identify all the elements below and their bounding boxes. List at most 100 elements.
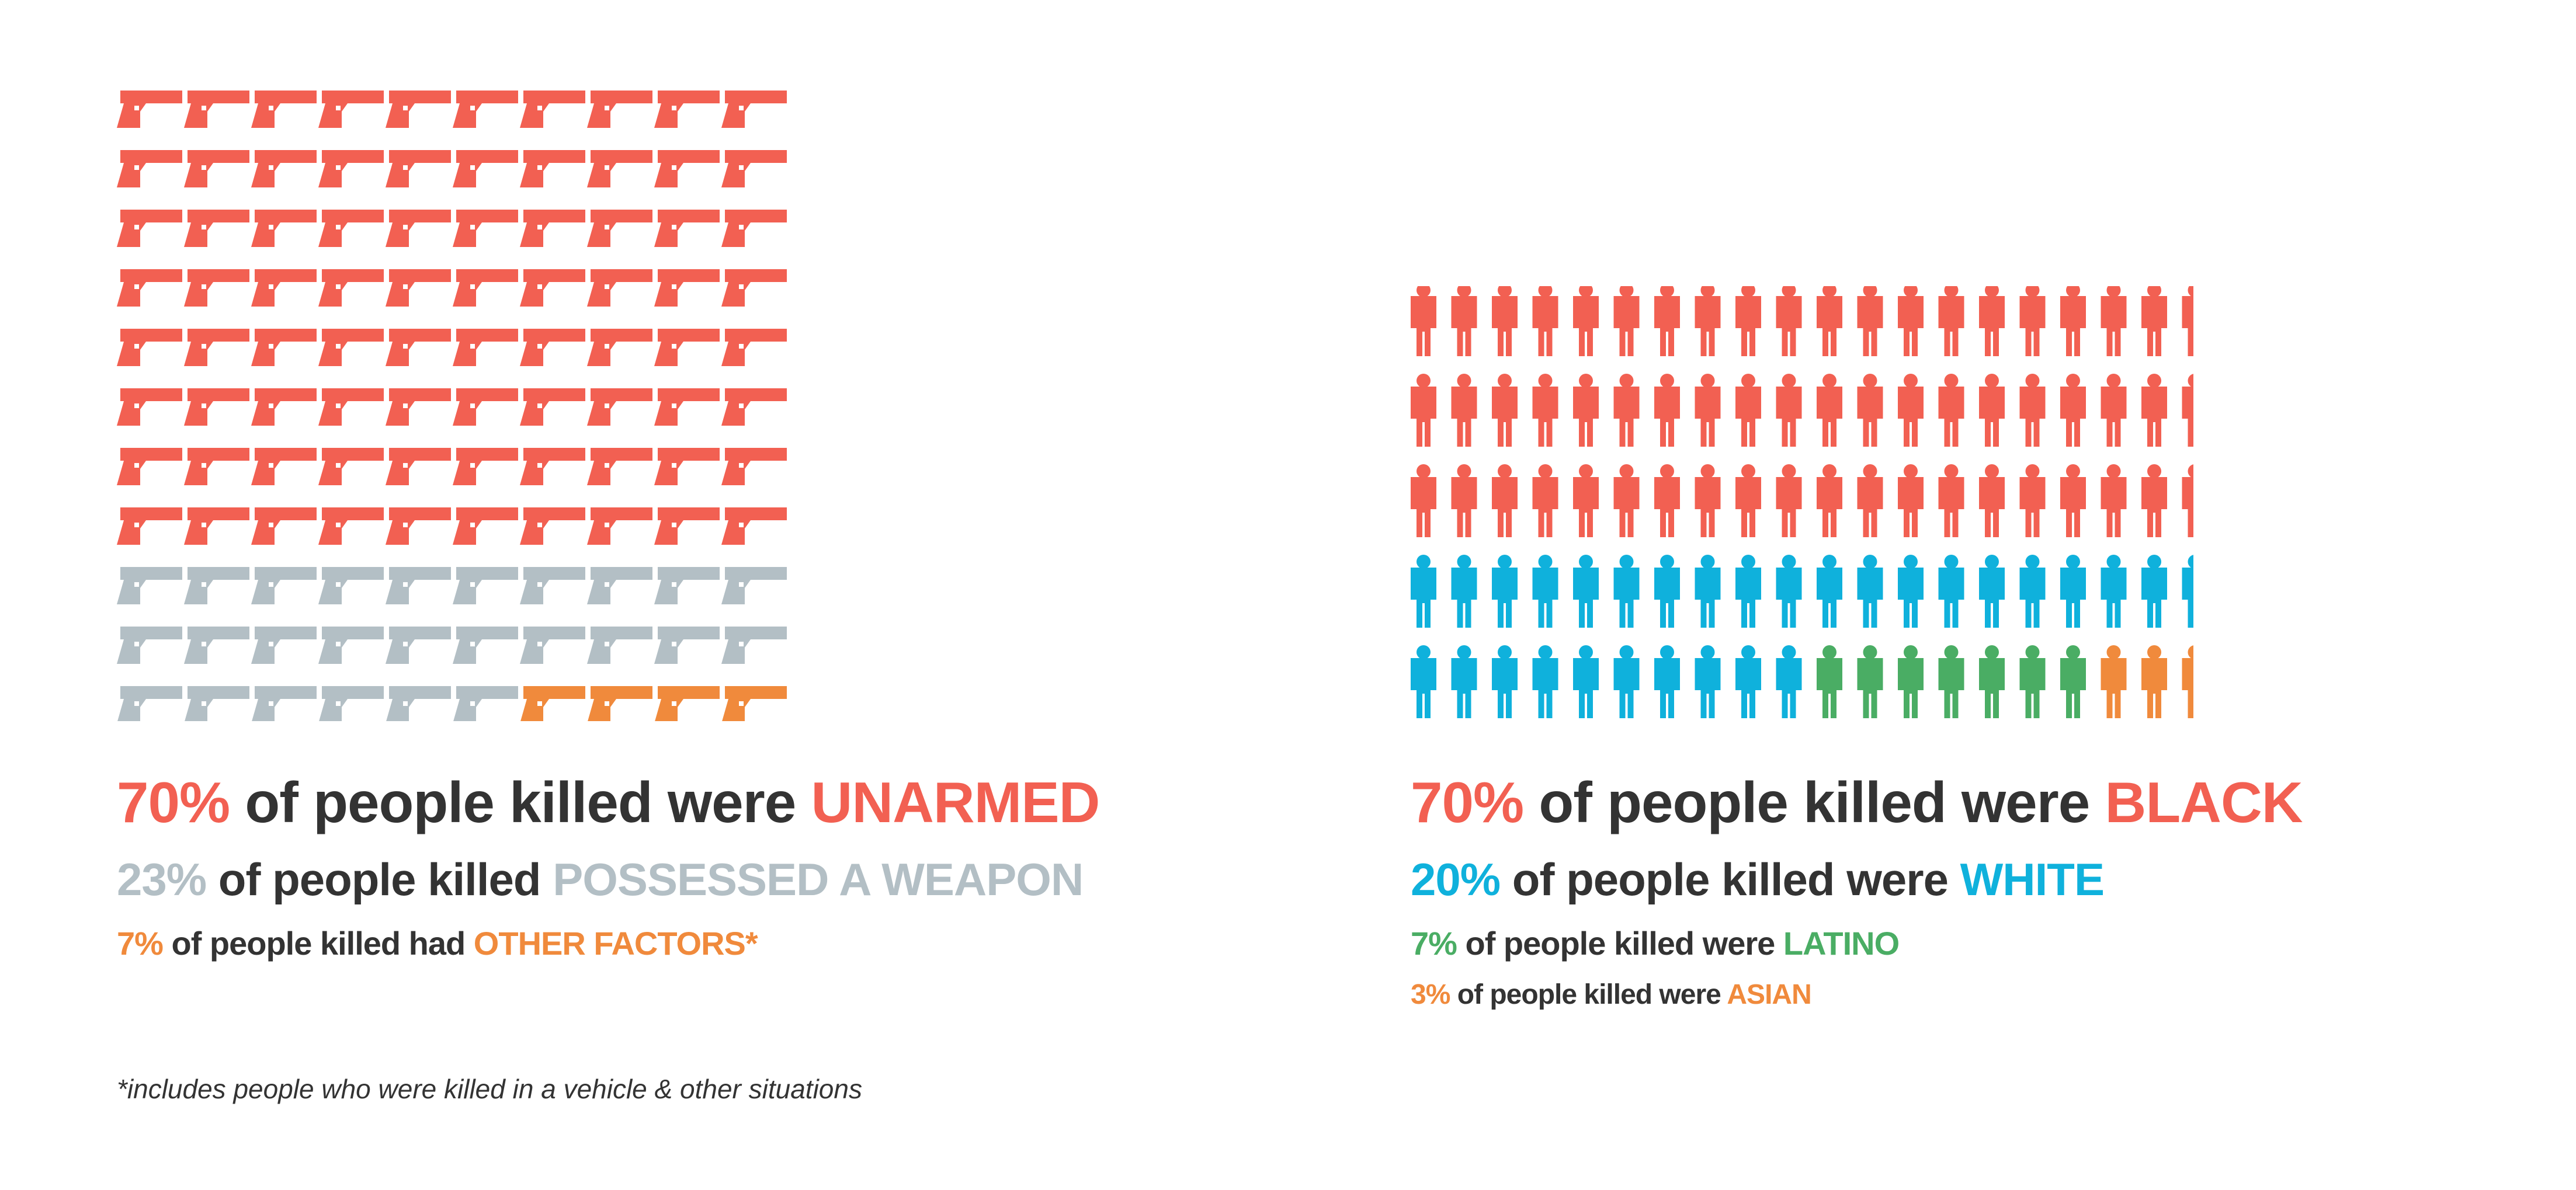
person-icon bbox=[1776, 464, 1802, 537]
person-icon bbox=[1654, 464, 1680, 537]
stat-white-label: WHITE bbox=[1960, 854, 2105, 905]
handgun-icon bbox=[587, 448, 652, 485]
person-icon bbox=[1776, 645, 1802, 718]
stat-black: 70% of people killed were BLACK bbox=[1411, 774, 2303, 831]
handgun-icon bbox=[587, 686, 652, 721]
person-icon bbox=[1573, 286, 1599, 356]
person-icon bbox=[1411, 555, 1436, 628]
stat-unarmed-label: UNARMED bbox=[811, 770, 1100, 834]
person-icon bbox=[1898, 464, 1924, 537]
stat-white-text: of people killed were bbox=[1500, 854, 1960, 905]
handgun-icon bbox=[251, 388, 317, 426]
handgun-icon bbox=[721, 507, 787, 545]
handgun-icon bbox=[453, 567, 518, 604]
handgun-icon bbox=[117, 329, 182, 366]
handgun-icon bbox=[251, 329, 317, 366]
person-icon bbox=[1979, 286, 2005, 356]
person-icon bbox=[2101, 645, 2127, 718]
person-icon bbox=[2060, 555, 2086, 628]
person-icon bbox=[1857, 286, 1883, 356]
handgun-icon bbox=[520, 269, 585, 307]
person-icon bbox=[2141, 464, 2167, 537]
handgun-icon bbox=[520, 329, 585, 366]
handgun-icon bbox=[587, 567, 652, 604]
person-icon bbox=[2060, 464, 2086, 537]
person-icon bbox=[1451, 286, 1477, 356]
handgun-icon bbox=[184, 388, 249, 426]
handgun-icon bbox=[318, 448, 384, 485]
handgun-icon bbox=[117, 150, 182, 187]
person-icon bbox=[1735, 374, 1761, 447]
handgun-icon bbox=[654, 507, 720, 545]
handgun-icon bbox=[251, 91, 317, 128]
handgun-icon bbox=[587, 627, 652, 664]
stat-white: 20% of people killed were WHITE bbox=[1411, 854, 2105, 905]
handgun-icon bbox=[453, 388, 518, 426]
person-icon bbox=[1817, 286, 1842, 356]
person-icon bbox=[1938, 374, 1964, 447]
person-icon bbox=[1938, 555, 1964, 628]
handgun-icon bbox=[386, 210, 451, 247]
person-icon bbox=[1492, 645, 1518, 718]
handgun-icon bbox=[251, 686, 317, 721]
person-icon bbox=[1817, 645, 1842, 718]
handgun-icon bbox=[453, 269, 518, 307]
person-icon bbox=[1817, 555, 1842, 628]
person-icon bbox=[2019, 374, 2046, 447]
handgun-icon bbox=[654, 627, 720, 664]
handgun-icon bbox=[721, 388, 787, 426]
handgun-icon bbox=[453, 507, 518, 545]
person-icon bbox=[2101, 374, 2127, 447]
handgun-icon bbox=[654, 269, 720, 307]
stat-other-text: of people killed had bbox=[162, 925, 474, 962]
handgun-icon bbox=[721, 91, 787, 128]
person-icon bbox=[2141, 374, 2167, 447]
handgun-icon bbox=[453, 150, 518, 187]
handgun-icon bbox=[184, 150, 249, 187]
handgun-icon bbox=[654, 329, 720, 366]
handgun-icon bbox=[318, 91, 384, 128]
person-icon bbox=[1695, 464, 1721, 537]
stat-latino: 7% of people killed were LATINO bbox=[1411, 927, 1900, 960]
person-icon bbox=[1411, 464, 1436, 537]
handgun-icon bbox=[453, 448, 518, 485]
person-icon bbox=[1938, 286, 1964, 356]
handgun-icon bbox=[184, 329, 249, 366]
person-icon bbox=[1695, 286, 1721, 356]
handgun-icon bbox=[386, 686, 451, 721]
person-icon bbox=[1979, 374, 2005, 447]
person-icon bbox=[2182, 464, 2193, 537]
person-icon bbox=[1613, 286, 1640, 356]
person-icon bbox=[1492, 464, 1518, 537]
person-icon bbox=[1695, 374, 1721, 447]
handgun-icon bbox=[117, 507, 182, 545]
handgun-icon bbox=[318, 627, 384, 664]
weapon-pictogram-chart bbox=[117, 91, 787, 721]
person-icon bbox=[1776, 555, 1802, 628]
handgun-icon bbox=[251, 210, 317, 247]
handgun-icon bbox=[520, 567, 585, 604]
person-icon bbox=[1613, 374, 1640, 447]
person-icon bbox=[1613, 555, 1640, 628]
person-icon bbox=[1938, 645, 1964, 718]
handgun-icon bbox=[453, 686, 518, 721]
stat-unarmed-percent: 70% bbox=[117, 770, 230, 834]
stat-unarmed-text: of people killed were bbox=[230, 770, 811, 834]
handgun-icon bbox=[318, 269, 384, 307]
person-icon bbox=[1573, 374, 1599, 447]
handgun-icon bbox=[251, 507, 317, 545]
handgun-icon bbox=[184, 507, 249, 545]
person-icon bbox=[1654, 374, 1680, 447]
handgun-icon bbox=[721, 210, 787, 247]
handgun-icon bbox=[587, 150, 652, 187]
person-icon bbox=[1532, 555, 1558, 628]
person-icon bbox=[1898, 374, 1924, 447]
person-icon bbox=[1532, 286, 1558, 356]
handgun-icon bbox=[117, 627, 182, 664]
handgun-icon bbox=[184, 567, 249, 604]
handgun-icon bbox=[184, 210, 249, 247]
handgun-icon bbox=[587, 329, 652, 366]
stat-black-percent: 70% bbox=[1411, 770, 1524, 834]
handgun-icon bbox=[721, 686, 787, 721]
handgun-icon bbox=[654, 91, 720, 128]
